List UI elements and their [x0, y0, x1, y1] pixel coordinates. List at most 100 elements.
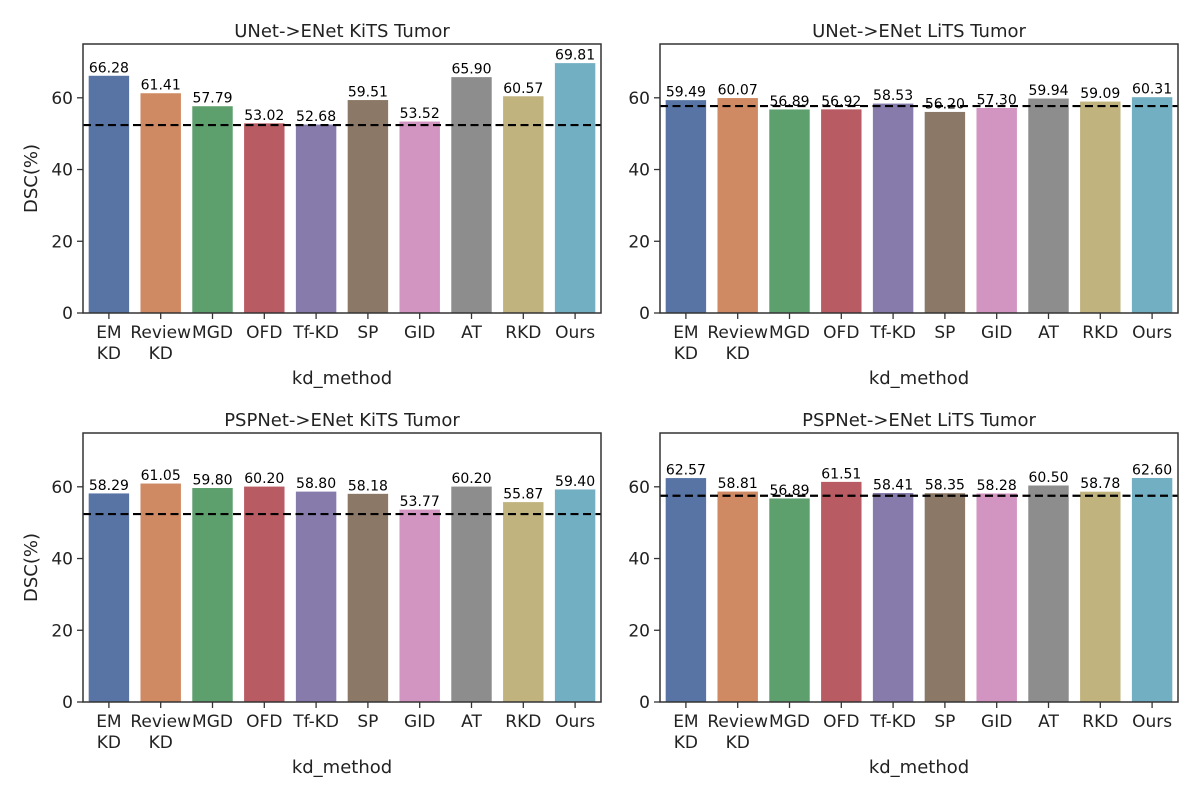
x-tick-label: GID	[981, 323, 1012, 343]
bar	[398, 120, 441, 314]
x-tick-label: RKD	[1082, 323, 1118, 343]
x-tick-label: GID	[404, 712, 435, 732]
bar	[502, 95, 545, 314]
bar	[1130, 476, 1174, 703]
x-tick-label: GID	[981, 712, 1012, 732]
chart-panel-3: 58.29 61.05 59.80 60.20 58.80 58.18 53.77 60.20…	[21, 410, 602, 778]
bar	[553, 62, 597, 314]
data-label: 66.28	[89, 60, 129, 76]
data-label: 61.41	[141, 78, 181, 94]
bar	[139, 482, 182, 703]
data-label: 59.40	[555, 474, 595, 490]
y-tick-label: 40	[628, 161, 650, 181]
x-tick-label: SP	[934, 712, 955, 732]
data-label: 53.77	[400, 494, 440, 510]
x-tick-label: RKD	[505, 712, 541, 732]
x-tick-label: MGD	[192, 323, 233, 343]
y-tick-label: 40	[51, 161, 73, 181]
y-tick-label: 60	[628, 478, 650, 498]
y-axis-label: DSC(%)	[21, 533, 42, 602]
y-tick-label: 0	[639, 693, 650, 713]
x-tick-label: SP	[357, 712, 378, 732]
y-tick-label: 0	[62, 304, 73, 324]
bar	[243, 122, 286, 314]
y-axis-label: DSC(%)	[21, 144, 42, 213]
bar	[716, 97, 759, 314]
y-tick-label: 60	[628, 89, 650, 109]
data-label: 56.92	[821, 94, 861, 110]
y-tick-label: 20	[628, 621, 650, 641]
bar	[923, 110, 967, 314]
data-label: 60.31	[1132, 82, 1172, 98]
x-tick-label: OFD	[823, 323, 859, 343]
data-label: 53.02	[244, 108, 284, 124]
bar	[975, 106, 1018, 314]
y-tick-label: 40	[51, 550, 73, 570]
bar	[191, 105, 234, 314]
chart-title: UNet->ENet LiTS Tumor	[812, 21, 1026, 42]
bar	[820, 108, 863, 314]
x-tick-label: MGD	[769, 712, 810, 732]
x-tick-label: Tf-KD	[292, 712, 339, 732]
data-label: 58.41	[873, 478, 913, 494]
x-tick-label: AT	[1038, 323, 1059, 343]
bar	[1079, 100, 1122, 314]
bar	[820, 480, 863, 703]
bar	[923, 492, 967, 703]
data-label: 56.89	[769, 483, 809, 499]
data-label: 57.79	[192, 91, 232, 107]
data-label: 62.60	[1132, 462, 1172, 478]
data-label: 65.90	[451, 62, 491, 78]
bar	[871, 102, 915, 314]
x-tick-label: OFD	[246, 712, 282, 732]
data-label: 58.81	[718, 476, 758, 492]
data-label: 56.20	[925, 96, 965, 112]
x-tick-label: AT	[1038, 712, 1059, 732]
x-tick-label: Review KD	[707, 323, 768, 364]
chart-panel-4: 62.57 58.81 56.89 61.51 58.41 58.35 58.28 60.50…	[628, 410, 1179, 778]
x-axis-label: kd_method	[869, 368, 969, 389]
y-tick-label: 60	[51, 89, 73, 109]
x-tick-label: Ours	[555, 323, 595, 343]
y-tick-label: 0	[62, 693, 73, 713]
x-tick-label: Tf-KD	[292, 323, 339, 343]
bar	[768, 497, 811, 703]
data-label: 58.80	[296, 476, 336, 492]
x-tick-label: EM KD	[673, 712, 698, 753]
x-tick-label: EM KD	[96, 712, 121, 753]
data-label: 57.30	[977, 92, 1017, 108]
x-axis-label: kd_method	[869, 757, 969, 778]
x-tick-label: OFD	[246, 323, 282, 343]
bar	[1130, 96, 1174, 314]
data-label: 61.05	[141, 468, 181, 484]
bar	[664, 99, 708, 314]
x-tick-label: EM KD	[673, 323, 698, 364]
x-tick-label: Tf-KD	[869, 712, 916, 732]
bar	[768, 108, 811, 314]
data-label: 58.35	[925, 478, 965, 494]
x-tick-label: AT	[461, 323, 482, 343]
data-label: 69.81	[555, 48, 595, 64]
x-tick-label: GID	[404, 323, 435, 343]
x-tick-label: OFD	[823, 712, 859, 732]
x-tick-label: RKD	[505, 323, 541, 343]
bar	[502, 501, 545, 703]
bar	[450, 76, 493, 314]
bar	[1027, 97, 1070, 314]
x-tick-label: SP	[934, 323, 955, 343]
x-tick-label: SP	[357, 323, 378, 343]
x-axis-label: kd_method	[292, 368, 392, 389]
y-tick-label: 60	[51, 478, 73, 498]
bar	[1079, 490, 1122, 703]
data-label: 52.68	[296, 109, 336, 125]
x-tick-label: Review KD	[130, 712, 191, 753]
bar	[139, 92, 182, 314]
data-label: 58.78	[1080, 476, 1120, 492]
x-tick-label: Ours	[555, 712, 595, 732]
data-label: 60.07	[718, 83, 758, 99]
chart-panel-2: 59.49 60.07 56.89 56.92 58.53 56.20 57.30 59.94…	[628, 21, 1179, 389]
data-label: 59.51	[348, 85, 388, 101]
x-tick-label: Review KD	[707, 712, 768, 753]
data-label: 59.49	[666, 85, 706, 101]
